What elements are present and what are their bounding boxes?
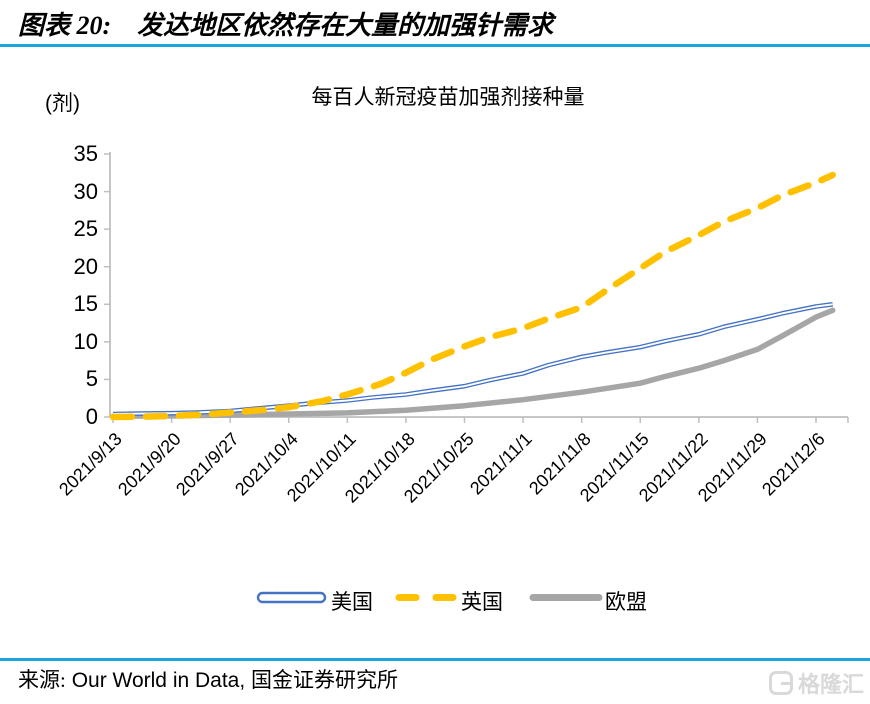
series-uk-line bbox=[109, 171, 836, 421]
source-line: 来源: Our World in Data, 国金证券研究所 bbox=[18, 664, 398, 694]
y-tick-label: 20 bbox=[74, 254, 98, 279]
series-us-line-core bbox=[112, 303, 833, 415]
watermark: 格隆汇 bbox=[768, 667, 864, 699]
x-tick-label: 2021/12/6 bbox=[758, 429, 829, 500]
x-tick-label: 2021/9/13 bbox=[55, 429, 126, 500]
source-suffix: 国金证券研究所 bbox=[251, 668, 399, 692]
y-tick-label: 30 bbox=[74, 179, 98, 204]
y-tick-label: 35 bbox=[74, 141, 98, 166]
legend-swatch-us bbox=[256, 591, 327, 604]
legend-label-us: 美国 bbox=[331, 591, 373, 614]
legend-label-eu: 欧盟 bbox=[605, 591, 647, 614]
y-tick-label: 5 bbox=[86, 366, 98, 391]
y-tick-label: 25 bbox=[74, 216, 98, 241]
y-axis-ticks bbox=[104, 153, 110, 418]
y-axis-labels: 0 5 10 15 20 25 30 35 bbox=[74, 141, 98, 429]
chart-title: 每百人新冠疫苗加强剂接种量 bbox=[312, 86, 585, 109]
series-eu-line bbox=[110, 307, 836, 419]
x-tick-label: 2021/11/1 bbox=[466, 429, 536, 499]
legend-label-uk: 英国 bbox=[461, 591, 503, 614]
figure-title: 发达地区依然存在大量的加强针需求 bbox=[137, 11, 554, 40]
figure-number-label: 图表 20: bbox=[18, 11, 112, 40]
x-tick-label: 2021/9/27 bbox=[172, 429, 243, 500]
footer-divider bbox=[0, 658, 870, 661]
source-latin: Our World in Data, bbox=[71, 669, 246, 692]
gelonghui-logo-icon bbox=[768, 671, 793, 695]
watermark-label: 格隆汇 bbox=[797, 672, 864, 697]
y-tick-label: 15 bbox=[74, 291, 98, 316]
legend: 美国 英国 欧盟 bbox=[256, 591, 647, 614]
y-tick-label: 0 bbox=[86, 404, 98, 429]
header-divider bbox=[0, 44, 870, 47]
source-prefix: 来源: bbox=[18, 668, 66, 692]
figure-header: 图表 20: 发达地区依然存在大量的加强针需求 bbox=[18, 5, 553, 42]
x-axis-labels: 2021/9/13 2021/9/20 2021/9/27 2021/10/4 … bbox=[55, 429, 829, 507]
y-tick-label: 10 bbox=[74, 329, 98, 354]
y-axis-unit-label: (剂) bbox=[45, 92, 80, 115]
